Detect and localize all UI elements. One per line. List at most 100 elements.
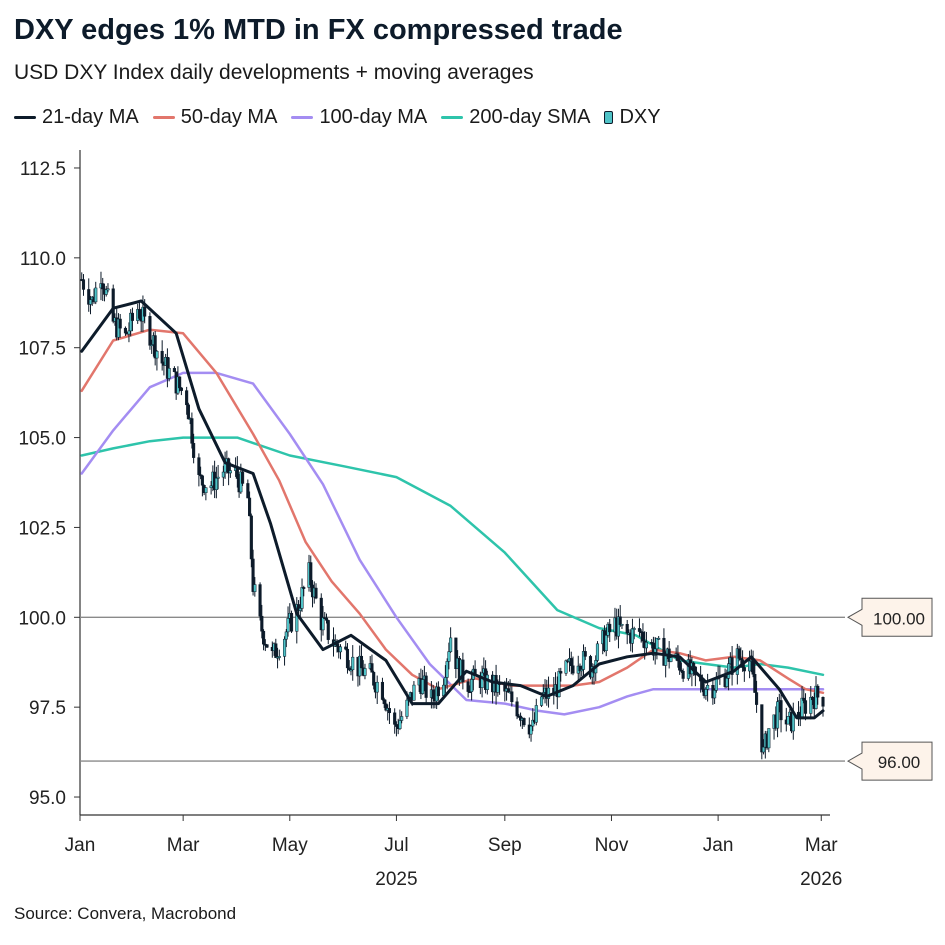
dxy-candle-body [755, 692, 759, 705]
x-tick-label: May [272, 835, 308, 856]
y-tick-label: 102.5 [18, 518, 66, 539]
dxy-candle-body [641, 631, 645, 642]
dxy-candle-body [382, 699, 386, 705]
dxy-candle-body [338, 646, 343, 653]
dxy-candle-body [111, 288, 115, 322]
dxy-candle-body [375, 681, 379, 693]
dxy-candle-body [190, 418, 194, 444]
dxy-candle-body [461, 659, 465, 682]
dxy-candle-body [277, 656, 281, 658]
dxy-candle-body [192, 443, 196, 458]
dxy-candle-body [400, 716, 404, 721]
dxy-candle-body [286, 618, 290, 633]
legend-item-dxy: DXY [604, 106, 661, 129]
dxy-candle-body [137, 309, 141, 319]
dxy-candle-body [704, 689, 708, 696]
dxy-candle-body [372, 672, 376, 686]
dxy-candle-body [466, 681, 470, 692]
dxy-candle-body [510, 691, 514, 703]
dxy-candle-body [714, 678, 718, 691]
dxy-candle-body [681, 670, 685, 679]
y-tick-label: 112.5 [20, 159, 66, 180]
reference-label: 100.00 [873, 609, 925, 628]
dxy-candle-body [127, 330, 131, 335]
dxy-candle-body [604, 635, 608, 651]
dxy-candle-body [608, 623, 612, 633]
dxy-candle-body [630, 628, 634, 644]
dxy-candle-body [713, 690, 717, 699]
dxy-candle-body [284, 631, 288, 640]
dxy-candle-body [380, 681, 384, 700]
dxy-candle-body [632, 628, 636, 630]
dxy-candle-body [779, 700, 783, 721]
dxy-candle-body [393, 712, 397, 725]
dxy-candle-body [581, 651, 586, 670]
dxy-candle-body [204, 487, 208, 493]
dxy-candle-body [564, 660, 568, 674]
dxy-candle-body [81, 279, 86, 290]
dxy-candle-body [209, 485, 213, 488]
dxy-candle-body [363, 668, 367, 676]
legend-label-100d: 100-day MA [319, 106, 428, 128]
dxy-candle-body [753, 674, 757, 693]
dxy-candle-body [186, 404, 190, 420]
dxy-candle-body [800, 697, 804, 718]
dxy-candle-body [324, 617, 329, 621]
dxy-candle-body [153, 335, 157, 359]
dxy-candle-body [529, 725, 533, 735]
dxy-candle-body [700, 680, 704, 690]
dxy-candle-body [803, 700, 808, 714]
dxy-candle-body [669, 657, 673, 662]
dxy-candle-body [118, 318, 122, 329]
dxy-candle-body [167, 368, 171, 379]
y-tick-label: 107.5 [18, 339, 66, 360]
dxy-candle-body [737, 648, 741, 659]
dxy-candle-body [246, 483, 250, 499]
dxy-candle-body [155, 350, 159, 359]
y-tick-label: 97.5 [29, 698, 66, 719]
dxy-candle-body [809, 696, 813, 714]
dxy-candle-body [221, 471, 225, 478]
chart-legend: 21-day MA 50-day MA 100-day MA 200-day S… [14, 106, 661, 129]
dxy-candle-body [583, 651, 587, 657]
dxy-candle-body [178, 376, 182, 389]
dxy-candle-body [289, 613, 294, 632]
dxy-candle-body [480, 672, 484, 688]
y-tick-label: 100.0 [18, 608, 66, 629]
dxy-candle-body [405, 699, 409, 717]
dxy-candle-body [398, 720, 402, 729]
dxy-candle-body [557, 671, 561, 698]
dxy-candle-body [88, 299, 93, 305]
dxy-candle-body [802, 697, 806, 701]
dxy-candle-body [725, 678, 729, 687]
y-tick-label: 95.0 [29, 788, 66, 809]
dxy-candle-body [637, 628, 641, 632]
dxy-candle-body [228, 470, 232, 474]
dxy-candle-body [730, 657, 734, 675]
y-tick-label: 110.0 [20, 249, 66, 270]
dxy-candle-body [447, 651, 451, 662]
dxy-candle-body [735, 648, 739, 675]
reference-label: 96.00 [878, 753, 921, 772]
dxy-candle-body [370, 663, 374, 673]
dxy-candle-body [200, 475, 204, 486]
dxy-candle-body [298, 608, 302, 611]
dxy-candle-body [443, 677, 447, 686]
dxy-candle-body [172, 368, 176, 372]
dxy-candle-body [620, 623, 624, 626]
dxy-candle-body [449, 637, 453, 652]
dxy-candle-body [664, 654, 668, 666]
dxy-candle-body [148, 316, 152, 346]
legend-item-21d: 21-day MA [14, 106, 139, 129]
dxy-candle-body [309, 562, 313, 586]
dxy-candle-body [351, 656, 355, 671]
dxy-candle-body [387, 708, 391, 714]
legend-item-200d: 200-day SMA [441, 106, 590, 129]
legend-candle-icon [604, 111, 614, 124]
dxy-candle-body [810, 696, 815, 701]
dxy-candle-body [644, 642, 648, 649]
x-year-label: 2025 [375, 869, 417, 890]
dxy-candle-body [569, 658, 573, 667]
reference-callout [846, 741, 933, 781]
source-note: Source: Convera, Macrobond [14, 904, 237, 923]
